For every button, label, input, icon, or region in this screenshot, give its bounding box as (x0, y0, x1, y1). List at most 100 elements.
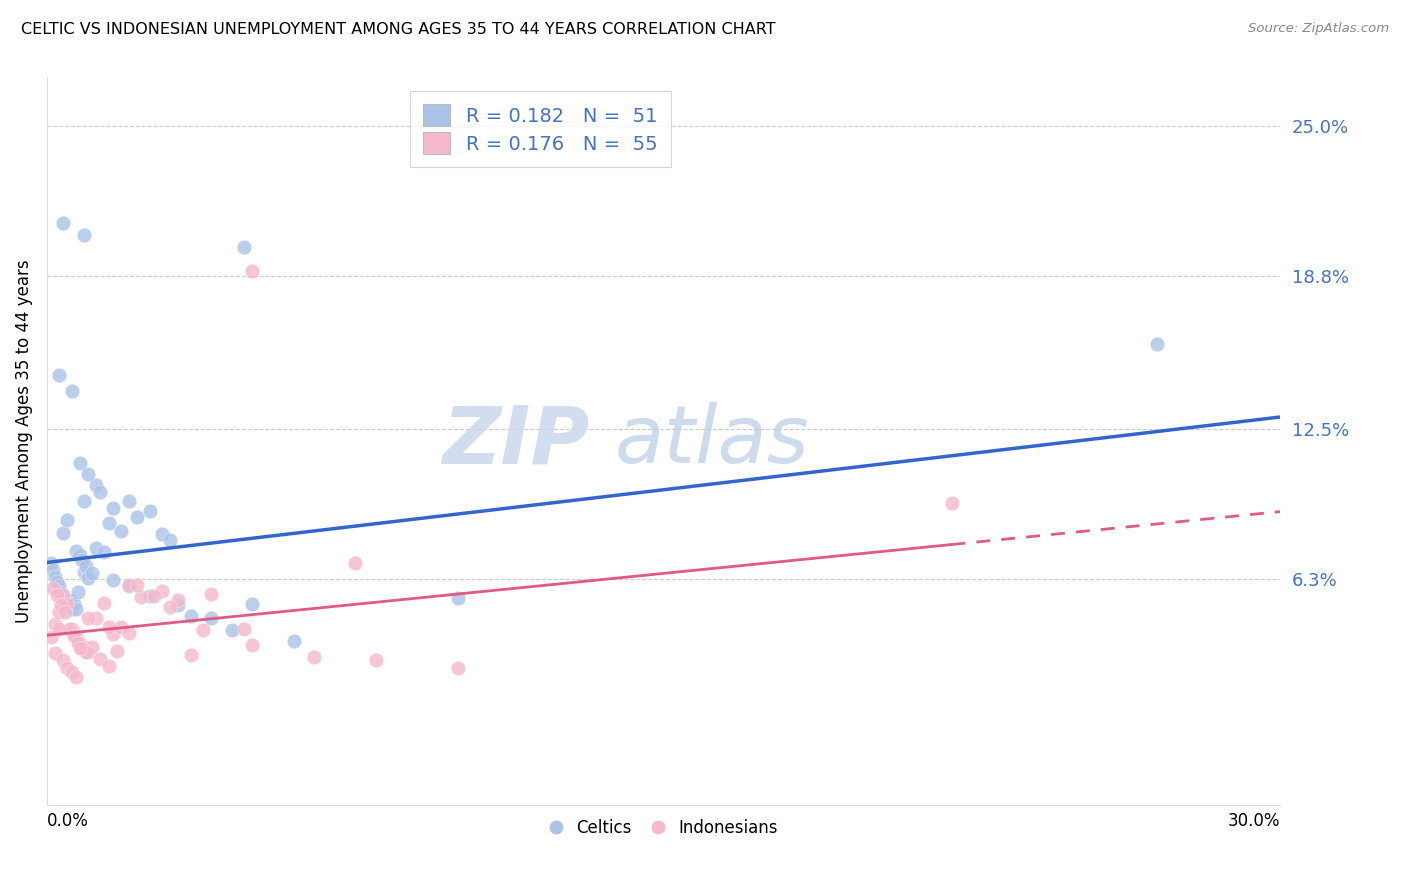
Point (44, 570, 66, 584)
Point (48, 368, 70, 383)
Point (118, 578, 141, 592)
Point (302, 650, 325, 665)
Point (62, 629, 84, 643)
Point (118, 626, 141, 640)
Point (127, 577, 149, 591)
Point (159, 600, 181, 615)
Point (110, 619, 132, 633)
Point (65, 629, 87, 643)
Point (150, 526, 173, 541)
Point (97, 658, 120, 673)
Point (138, 504, 160, 518)
Point (48, 605, 70, 619)
Point (138, 589, 160, 603)
Point (344, 557, 367, 571)
Point (42, 581, 65, 595)
Point (105, 644, 128, 658)
Point (242, 638, 264, 652)
Y-axis label: Unemployment Among Ages 35 to 44 years: Unemployment Among Ages 35 to 44 years (15, 260, 32, 623)
Point (55, 605, 77, 619)
Point (82, 566, 104, 580)
Point (200, 611, 222, 625)
Legend: Celtics, Indonesians: Celtics, Indonesians (543, 813, 785, 844)
Point (52, 525, 75, 540)
Point (101, 574, 124, 588)
Point (180, 608, 202, 623)
Point (82, 640, 104, 654)
Point (42, 563, 65, 577)
Point (48, 579, 70, 593)
Point (84, 611, 107, 625)
Point (55, 593, 77, 607)
Point (70, 552, 93, 566)
Point (69, 548, 91, 562)
Point (159, 533, 181, 548)
Point (89, 485, 111, 500)
Point (75, 559, 97, 574)
Point (58, 622, 80, 636)
Point (191, 624, 214, 638)
Point (56, 513, 79, 527)
Point (97, 516, 120, 530)
Text: 0.0%: 0.0% (46, 813, 89, 830)
Point (39, 630, 62, 644)
Point (48, 622, 70, 636)
Point (66, 636, 89, 650)
Point (93, 596, 115, 610)
Point (242, 264, 264, 278)
Point (84, 478, 107, 492)
Point (58, 592, 80, 607)
Point (150, 583, 173, 598)
Point (77, 611, 100, 625)
Point (447, 661, 470, 675)
Point (60, 622, 83, 636)
Point (77, 645, 100, 659)
Point (221, 624, 243, 638)
Point (65, 601, 87, 615)
Point (89, 652, 111, 666)
Point (77, 467, 100, 481)
Point (941, 495, 963, 509)
Point (52, 591, 75, 605)
Point (93, 545, 115, 559)
Point (51, 598, 73, 612)
Point (60, 665, 83, 680)
Point (52, 653, 75, 667)
Point (110, 524, 132, 538)
Point (167, 593, 190, 607)
Point (44, 617, 66, 632)
Text: CELTIC VS INDONESIAN UNEMPLOYMENT AMONG AGES 35 TO 44 YEARS CORRELATION CHART: CELTIC VS INDONESIAN UNEMPLOYMENT AMONG … (21, 22, 776, 37)
Text: 30.0%: 30.0% (1227, 813, 1281, 830)
Point (60, 602, 83, 616)
Point (283, 633, 305, 648)
Point (46, 588, 69, 602)
Text: atlas: atlas (614, 402, 808, 480)
Point (180, 648, 202, 662)
Point (75, 645, 97, 659)
Point (364, 653, 387, 667)
Point (97, 620, 120, 634)
Point (131, 590, 153, 604)
Point (447, 591, 470, 606)
Point (46, 574, 69, 589)
Point (84, 541, 107, 556)
Point (73, 494, 96, 508)
Text: Source: ZipAtlas.com: Source: ZipAtlas.com (1249, 22, 1389, 36)
Point (65, 543, 87, 558)
Point (44, 647, 66, 661)
Text: ZIP: ZIP (443, 402, 589, 480)
Point (69, 456, 91, 470)
Point (242, 597, 264, 611)
Point (142, 589, 165, 603)
Point (52, 216, 75, 230)
Point (101, 627, 124, 641)
Point (39, 556, 62, 570)
Point (65, 670, 87, 684)
Point (200, 587, 222, 601)
Point (167, 598, 190, 612)
Point (101, 500, 124, 515)
Point (118, 579, 141, 593)
Point (51, 586, 73, 600)
Point (118, 494, 141, 508)
Point (56, 598, 79, 612)
